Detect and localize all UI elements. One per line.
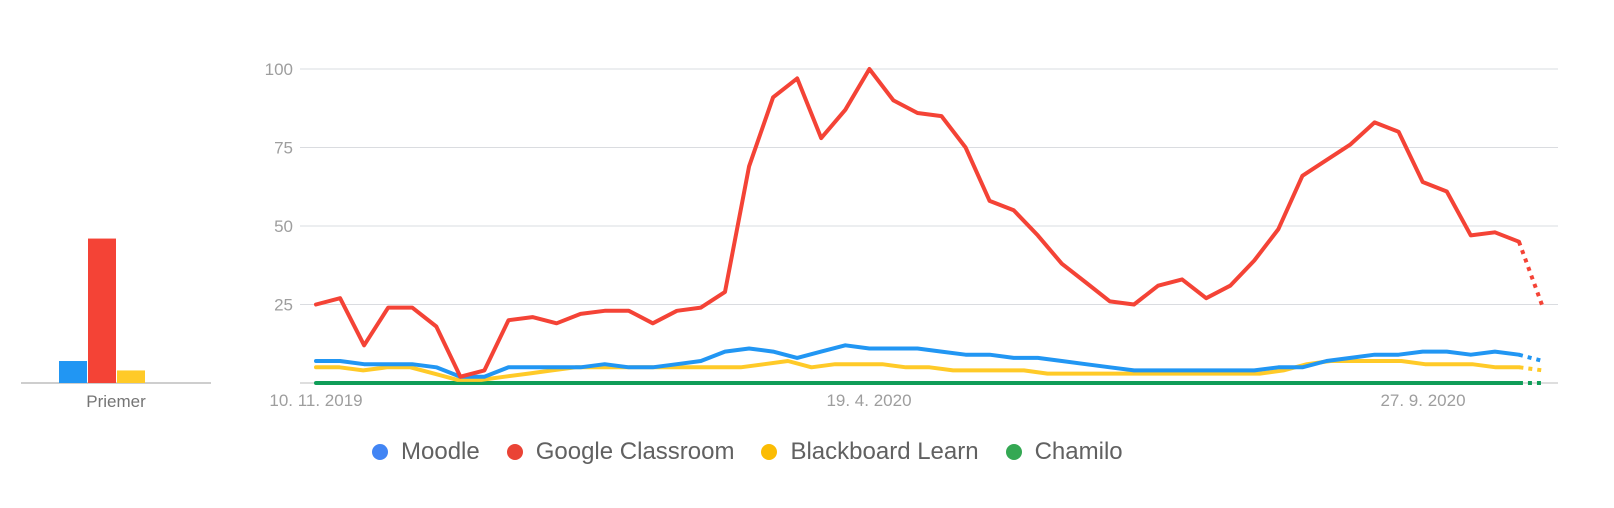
average-label: Priemer (86, 392, 146, 411)
legend: Moodle Google Classroom Blackboard Learn… (372, 438, 1150, 466)
legend-item-chamilo[interactable]: Chamilo (1005, 438, 1123, 466)
y-tick-label-25: 25 (274, 296, 293, 315)
legend-label-chamilo: Chamilo (1034, 438, 1123, 465)
y-tick-label-100: 100 (265, 60, 293, 79)
legend-dot-blackboard-learn (761, 444, 778, 460)
y-tick-label-50: 50 (274, 217, 293, 236)
series-line-google-classroom (314, 67, 1521, 379)
x-tick-label-0: 10. 11. 2019 (269, 391, 362, 410)
legend-dot-chamilo (1005, 444, 1022, 460)
x-tick-label-2: 27. 9. 2020 (1380, 391, 1465, 410)
series-partial-google-classroom (1517, 241, 1545, 309)
y-tick-label-75: 75 (274, 139, 293, 158)
x-tick-label-1: 19. 4. 2020 (826, 391, 911, 410)
legend-item-blackboard-learn[interactable]: Blackboard Learn (761, 438, 979, 466)
series-line-moodle (314, 343, 1521, 379)
legend-item-google-classroom[interactable]: Google Classroom (506, 438, 735, 466)
legend-label-google-classroom: Google Classroom (535, 438, 735, 465)
legend-label-moodle: Moodle (401, 438, 480, 465)
series-partial-moodle (1518, 352, 1544, 363)
legend-dot-google-classroom (506, 444, 523, 460)
legend-item-moodle[interactable]: Moodle (372, 438, 480, 466)
average-bar-google-classroom (88, 238, 116, 383)
series-partial-blackboard-learn (1519, 365, 1544, 373)
average-bar-blackboard-learn (117, 370, 145, 383)
average-bar-moodle (59, 361, 87, 383)
legend-label-blackboard-learn: Blackboard Learn (790, 438, 979, 465)
legend-dot-moodle (372, 444, 388, 460)
